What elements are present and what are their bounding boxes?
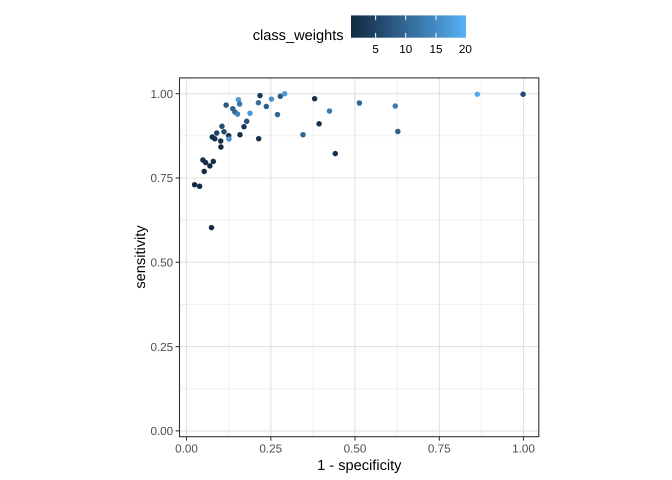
svg-text:20: 20 [459, 43, 473, 56]
svg-text:5: 5 [372, 43, 379, 56]
svg-text:1 - specificity: 1 - specificity [317, 458, 402, 474]
svg-text:1.00: 1.00 [512, 443, 535, 456]
svg-text:0.00: 0.00 [150, 425, 173, 438]
svg-text:0.00: 0.00 [175, 443, 198, 456]
svg-text:0.25: 0.25 [150, 341, 173, 354]
svg-text:sensitivity: sensitivity [133, 225, 149, 289]
svg-text:0.50: 0.50 [150, 257, 173, 270]
svg-text:15: 15 [429, 43, 443, 56]
svg-text:class_weights: class_weights [253, 28, 344, 44]
svg-text:0.75: 0.75 [428, 443, 451, 456]
svg-text:0.75: 0.75 [150, 172, 173, 185]
svg-text:1.00: 1.00 [150, 88, 173, 101]
svg-text:10: 10 [399, 43, 413, 56]
svg-text:0.25: 0.25 [259, 443, 282, 456]
svg-text:0.50: 0.50 [344, 443, 367, 456]
